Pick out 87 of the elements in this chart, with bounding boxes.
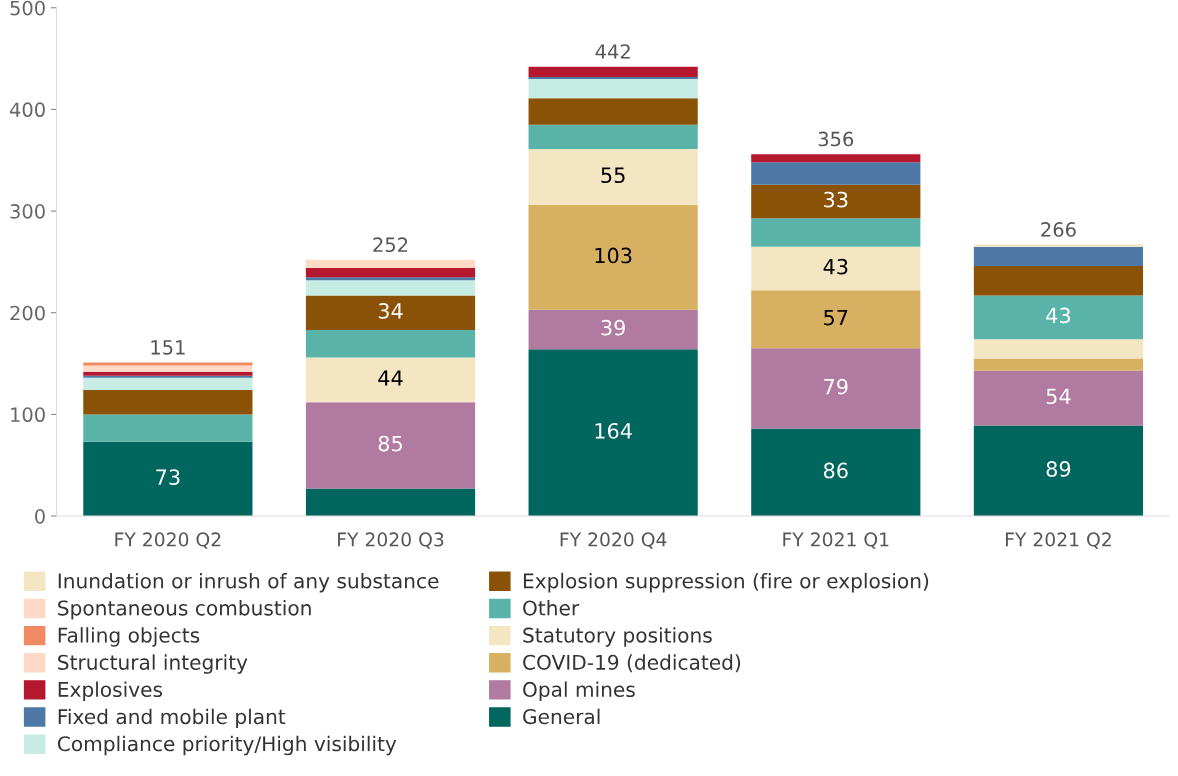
data-label: 57	[824, 309, 848, 326]
total-label: 266	[1041, 222, 1076, 237]
bar	[528, 124, 698, 150]
legend-label: COVID-19 (dedicated)	[523, 654, 741, 673]
y-tick-label: 0	[35, 509, 45, 524]
bar	[528, 149, 698, 205]
x-tick-label: FY 2021 Q2	[1005, 532, 1111, 549]
bar	[528, 76, 698, 79]
bar	[305, 330, 476, 358]
y-tick-label: 200	[10, 305, 45, 321]
data-label: 103	[595, 247, 632, 264]
data-label: 85	[378, 435, 402, 452]
y-tick-label: 500	[10, 0, 45, 16]
data-label: 44	[378, 370, 403, 386]
bar	[83, 362, 253, 366]
total-label: 252	[373, 237, 408, 253]
total-label: 356	[818, 131, 854, 147]
data-label: 43	[823, 258, 848, 275]
legend-label: Explosion suppression (fire or explosion)	[523, 572, 929, 593]
legend-label: Inundation or inrush of any substance	[58, 572, 439, 593]
bar	[83, 371, 253, 376]
bar	[83, 414, 253, 442]
legend-label: Falling objects	[58, 627, 200, 647]
bar	[528, 78, 698, 99]
bar	[973, 339, 1144, 359]
bar	[973, 370, 1144, 426]
data-label: 89	[1046, 461, 1071, 477]
bar	[751, 162, 921, 185]
data-label: 39	[601, 319, 625, 336]
bar	[751, 184, 921, 219]
bar	[305, 259, 476, 268]
legend-label: Spontaneous combustion	[58, 600, 311, 620]
data-label: 54	[1046, 388, 1071, 405]
legend-label: Explosives	[58, 681, 163, 701]
legend-label: Fixed and mobile plant	[58, 708, 286, 729]
bar	[973, 244, 1144, 247]
data-label: 33	[824, 191, 848, 208]
bar	[305, 488, 476, 517]
bar	[83, 375, 253, 378]
legend-label: Structural integrity	[58, 654, 248, 674]
bar	[305, 295, 476, 331]
legend-label: Opal mines	[523, 681, 635, 701]
bar	[305, 268, 476, 278]
bar	[751, 154, 921, 163]
total-label: 151	[151, 340, 185, 355]
y-tick-label: 300	[10, 204, 45, 219]
bar	[973, 295, 1144, 340]
y-tick-label: 100	[11, 407, 45, 423]
data-label: 55	[601, 167, 625, 184]
data-label: 86	[823, 462, 848, 479]
bar	[973, 358, 1144, 371]
bar	[305, 277, 476, 281]
bar	[83, 365, 253, 372]
x-tick-label: FY 2021 Q1	[783, 532, 889, 549]
x-tick-label: FY 2020 Q4	[560, 532, 667, 549]
bar	[83, 441, 253, 517]
bar	[305, 280, 476, 296]
data-label: 43	[1046, 307, 1071, 324]
legend-label: Other	[523, 600, 580, 616]
legend-label: Compliance priority/High visibility	[57, 735, 397, 756]
data-label: 73	[156, 469, 180, 485]
bar	[528, 309, 698, 350]
x-tick-label: FY 2020 Q2	[115, 532, 221, 549]
bar	[528, 98, 698, 125]
bar	[751, 290, 921, 349]
bar	[528, 204, 698, 310]
bar	[973, 425, 1144, 517]
bar	[751, 218, 921, 247]
bar	[83, 389, 253, 415]
bar	[973, 246, 1144, 266]
y-tick-label: 400	[9, 102, 45, 118]
bar	[83, 377, 253, 390]
legend-label: General	[523, 708, 600, 725]
bar	[973, 265, 1144, 296]
bar	[305, 402, 476, 489]
bar	[751, 348, 921, 429]
x-tick-label: FY 2020 Q3	[338, 532, 444, 549]
data-label: 79	[824, 378, 848, 395]
data-label: 34	[378, 303, 403, 319]
total-label: 442	[595, 44, 630, 59]
bar	[528, 66, 698, 77]
bar	[751, 428, 921, 517]
data-label: 164	[595, 422, 632, 439]
bar	[751, 246, 921, 291]
legend-label: Statutory positions	[523, 627, 712, 647]
bar	[528, 349, 698, 517]
bar	[305, 357, 476, 403]
